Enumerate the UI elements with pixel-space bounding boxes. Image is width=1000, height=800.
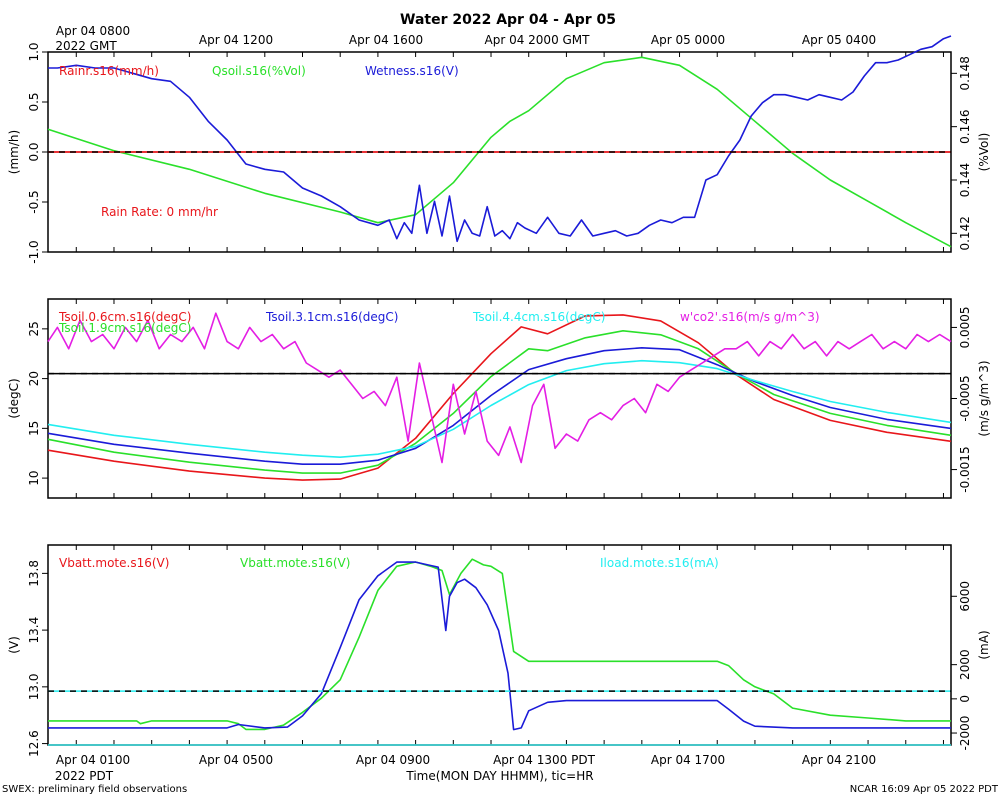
legend-tsoil-1-9: Tsoil.1.9cm.s16(degC) bbox=[58, 321, 192, 335]
y-axis-title-right: (%Vol) bbox=[977, 133, 991, 172]
y-tick-label-right: -2000 bbox=[958, 716, 972, 751]
legend-rainr: Rainr.s16(mm/h) bbox=[59, 64, 159, 78]
bottom-time-label: Apr 04 2100 bbox=[802, 753, 876, 767]
top-tz-label: 2022 GMT bbox=[55, 39, 117, 53]
top-time-label: Apr 04 0800 bbox=[56, 24, 130, 38]
bottom-time-label: Apr 04 0500 bbox=[199, 753, 273, 767]
series-line bbox=[47, 359, 952, 459]
y-axis-title-right: (mA) bbox=[977, 630, 991, 659]
y-tick-label-right: -0.0005 bbox=[958, 375, 972, 421]
top-time-label: Apr 05 0400 bbox=[802, 33, 876, 47]
y-axis-title-left: (degC) bbox=[7, 378, 21, 418]
y-tick-label-left: 13.0 bbox=[27, 673, 41, 700]
panel-soil-temperature: 10 15 20 25 -0.0015 -0.0005 0.0005 (degC) (m/s g… bbox=[7, 298, 991, 499]
legend-tsoil-4-4: Tsoil.4.4cm.s16(degC) bbox=[472, 310, 606, 324]
series-line bbox=[48, 561, 951, 731]
top-time-label: Apr 04 1200 bbox=[199, 33, 273, 47]
series-line bbox=[48, 35, 952, 243]
series-line bbox=[47, 346, 952, 466]
y-tick-label-left: 15 bbox=[27, 421, 41, 436]
rain-rate-annotation: Rain Rate: 0 mm/hr bbox=[101, 205, 218, 219]
legend-vbatt-red: Vbatt.mote.s16(V) bbox=[59, 556, 169, 570]
y-axis-title-right: (m/s g/m^3) bbox=[977, 360, 991, 436]
top-time-label: Apr 04 1600 bbox=[349, 33, 423, 47]
y-tick-label-left: 1.0 bbox=[27, 42, 41, 61]
y-tick-label-left: 25 bbox=[27, 321, 41, 336]
series-line bbox=[47, 314, 952, 481]
y-tick-label-left: 12.6 bbox=[27, 730, 41, 757]
plot-frame bbox=[47, 544, 952, 746]
top-time-label: Apr 05 0000 bbox=[651, 33, 725, 47]
y-tick-label-left: -1.0 bbox=[27, 240, 41, 263]
legend-tsoil-0-6: Tsoil.0.6cm.s16(degC) bbox=[58, 310, 192, 324]
series-line bbox=[47, 329, 952, 474]
footer-left: SWEX: preliminary field observations bbox=[2, 784, 187, 795]
panel-battery: 12.6 13.0 13.4 13.8 -2000 0 2000 6000 (V) (mA) bbox=[7, 544, 991, 757]
y-tick-label-right: 0.142 bbox=[958, 216, 972, 250]
legend-qsoil: Qsoil.s16(%Vol) bbox=[212, 64, 306, 78]
y-tick-label-left: 13.4 bbox=[27, 617, 41, 644]
y-tick-label-right: 0.0005 bbox=[958, 306, 972, 348]
panel-water: -1.0 -0.5 0.0 0.5 1.0 0.142 0.144 0.146 0.148 (mm… bbox=[7, 35, 991, 264]
series-line bbox=[47, 56, 952, 248]
series-line bbox=[48, 558, 951, 731]
y-axis-title-left: (V) bbox=[7, 636, 21, 654]
y-tick-label-right: -0.0015 bbox=[958, 446, 972, 492]
footer-right: NCAR 16:09 Apr 05 2022 PDT bbox=[850, 784, 999, 795]
y-tick-label-right: 0 bbox=[958, 695, 972, 703]
chart-title: Water 2022 Apr 04 - Apr 05 bbox=[400, 12, 616, 28]
bottom-tz-label: 2022 PDT bbox=[55, 769, 114, 783]
top-time-label: Apr 04 2000 GMT bbox=[485, 33, 591, 47]
bottom-time-label: Apr 04 1700 bbox=[651, 753, 725, 767]
series-line bbox=[47, 312, 952, 464]
x-axis-label: Time(MON DAY HHMM), tic=HR bbox=[405, 769, 593, 783]
y-tick-label-left: 10 bbox=[27, 470, 41, 485]
bottom-time-label: Apr 04 0900 bbox=[356, 753, 430, 767]
y-tick-label-right: 0.146 bbox=[958, 109, 972, 143]
legend-wco2: w'co2'.s16(m/s g/m^3) bbox=[680, 310, 820, 324]
y-tick-label-right: 2000 bbox=[958, 649, 972, 680]
bottom-time-label: Apr 04 0100 bbox=[56, 753, 130, 767]
y-tick-label-right: 0.144 bbox=[958, 163, 972, 197]
y-tick-label-left: 20 bbox=[27, 371, 41, 386]
y-tick-label-left: 13.8 bbox=[27, 560, 41, 587]
legend-tsoil-3-1: Tsoil.3.1cm.s16(degC) bbox=[265, 310, 399, 324]
y-tick-label-right: 0.148 bbox=[958, 56, 972, 90]
legend-wetness: Wetness.s16(V) bbox=[365, 64, 459, 78]
y-tick-label-left: 0.0 bbox=[27, 142, 41, 161]
y-axis-title-left: (mm/h) bbox=[7, 130, 21, 174]
legend-vbatt-green: Vbatt.mote.s16(V) bbox=[240, 556, 350, 570]
y-tick-label-right: 6000 bbox=[958, 581, 972, 612]
y-tick-label-left: -0.5 bbox=[27, 190, 41, 213]
bottom-time-label: Apr 04 1300 PDT bbox=[493, 753, 595, 767]
y-tick-label-left: 0.5 bbox=[27, 92, 41, 111]
legend-iload: Iload.mote.s16(mA) bbox=[600, 556, 719, 570]
